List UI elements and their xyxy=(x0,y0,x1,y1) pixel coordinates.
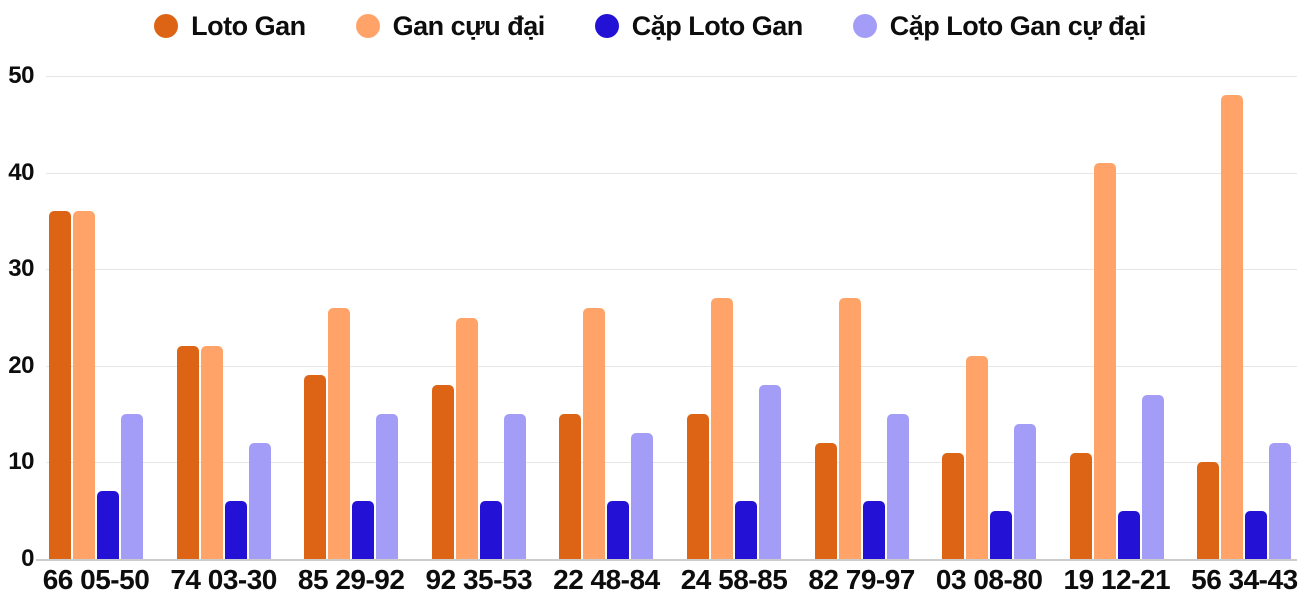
x-tick-label: 66 05-50 xyxy=(42,564,150,595)
bar-group xyxy=(176,346,271,559)
bar-loto-gan[interactable] xyxy=(431,385,454,559)
bar-cap-loto-gan-cu-dai[interactable] xyxy=(1014,423,1037,559)
bar-cap-loto-gan[interactable] xyxy=(1245,510,1268,559)
x-axis-line xyxy=(36,559,1297,561)
bar-cap-loto-gan-cu-dai[interactable] xyxy=(121,414,143,559)
bar-group xyxy=(942,356,1037,559)
bar-cap-loto-gan[interactable] xyxy=(352,501,375,559)
y-tick-label: 20 xyxy=(8,351,34,379)
bar-gan-cuu-dai[interactable] xyxy=(583,307,606,559)
gridline xyxy=(46,76,1297,77)
bar-group xyxy=(304,307,399,559)
x-tick-label: 19 12-21 xyxy=(1063,564,1171,595)
x-tick-label: 74 03-30 xyxy=(170,564,277,595)
bar-loto-gan[interactable] xyxy=(942,452,965,559)
bar-cap-loto-gan[interactable] xyxy=(97,491,119,559)
chart-legend: Loto Gan Gan cựu đại Cặp Loto Gan Cặp Loto … xyxy=(0,6,1300,46)
bar-loto-gan[interactable] xyxy=(559,414,582,559)
bar-cap-loto-gan-cu-dai[interactable] xyxy=(376,414,399,559)
bar-cap-loto-gan-cu-dai[interactable] xyxy=(886,414,909,559)
bar-cap-loto-gan[interactable] xyxy=(224,501,247,559)
bar-gan-cuu-dai[interactable] xyxy=(1221,95,1244,559)
bar-cap-loto-gan[interactable] xyxy=(1117,510,1140,559)
gridline xyxy=(46,172,1297,174)
legend-item-loto-gan[interactable]: Loto Gan xyxy=(154,10,306,42)
bar-cap-loto-gan-cu-dai[interactable] xyxy=(1269,443,1292,559)
bar-cap-loto-gan-cu-dai[interactable] xyxy=(503,414,526,559)
bar-gan-cuu-dai[interactable] xyxy=(328,307,351,559)
bar-loto-gan[interactable] xyxy=(49,211,71,559)
bar-group xyxy=(49,211,143,559)
y-tick-label: 0 xyxy=(21,545,34,572)
x-tick-label: 22 48-84 xyxy=(553,564,660,595)
bar-loto-gan[interactable] xyxy=(1069,452,1092,559)
bar-cap-loto-gan[interactable] xyxy=(862,501,885,559)
bar-cap-loto-gan[interactable] xyxy=(607,501,630,559)
legend-label: Cặp Loto Gan cự đại xyxy=(889,10,1147,41)
x-tick-label: 56 34-43 xyxy=(1191,564,1298,595)
x-tick-label: 92 35-53 xyxy=(425,564,533,595)
legend-label: Gan cựu đại xyxy=(392,10,546,41)
bar-gan-cuu-dai[interactable] xyxy=(1093,162,1116,559)
bar-gan-cuu-dai[interactable] xyxy=(966,356,989,559)
bar-loto-gan[interactable] xyxy=(687,414,709,559)
legend-label: Loto Gan xyxy=(191,10,306,41)
legend-item-gan-cuu-dai[interactable]: Gan cựu đại xyxy=(355,10,546,42)
legend-item-cap-loto-gan-cu-dai[interactable]: Cặp Loto Gan cự đại xyxy=(852,10,1147,42)
legend-item-cap-loto-gan[interactable]: Cặp Loto Gan xyxy=(594,10,804,42)
x-tick-label: 82 79-97 xyxy=(808,564,915,595)
legend-swatch-loto-gan xyxy=(154,14,179,38)
bar-gan-cuu-dai[interactable] xyxy=(200,346,223,559)
bar-gan-cuu-dai[interactable] xyxy=(73,211,95,559)
bar-cap-loto-gan[interactable] xyxy=(990,510,1013,559)
gridline xyxy=(46,269,1297,271)
bar-loto-gan[interactable] xyxy=(1197,462,1220,559)
bar-cap-loto-gan-cu-dai[interactable] xyxy=(248,443,271,559)
bar-group xyxy=(1197,95,1292,559)
bar-cap-loto-gan-cu-dai[interactable] xyxy=(631,433,654,559)
bar-group xyxy=(559,307,654,559)
legend-swatch-cap-loto-gan-cu-dai xyxy=(852,14,877,38)
bar-group xyxy=(814,298,909,559)
bar-gan-cuu-dai[interactable] xyxy=(711,298,733,559)
bar-cap-loto-gan-cu-dai[interactable] xyxy=(1141,394,1164,559)
legend-label: Cặp Loto Gan xyxy=(631,10,804,41)
bar-group xyxy=(431,317,526,559)
y-tick-label: 30 xyxy=(8,255,34,283)
gridline xyxy=(46,365,1297,367)
x-tick-label: 03 08-80 xyxy=(935,564,1043,595)
y-tick-label: 10 xyxy=(8,448,34,476)
bar-cap-loto-gan[interactable] xyxy=(479,501,502,559)
bar-loto-gan[interactable] xyxy=(176,346,199,559)
gridline xyxy=(46,462,1297,464)
bar-loto-gan[interactable] xyxy=(304,375,327,559)
y-tick-label: 50 xyxy=(8,62,34,89)
bar-group xyxy=(1069,162,1164,559)
bar-group xyxy=(687,298,781,559)
bar-gan-cuu-dai[interactable] xyxy=(455,317,478,559)
x-tick-label: 85 29-92 xyxy=(297,564,405,595)
legend-swatch-gan-cuu-dai xyxy=(355,14,380,38)
bar-loto-gan[interactable] xyxy=(814,443,837,559)
bar-gan-cuu-dai[interactable] xyxy=(838,298,861,559)
y-tick-label: 40 xyxy=(8,158,34,186)
bar-cap-loto-gan-cu-dai[interactable] xyxy=(759,385,781,559)
bar-cap-loto-gan[interactable] xyxy=(735,501,757,559)
legend-swatch-cap-loto-gan xyxy=(594,14,619,38)
x-tick-label: 24 58-85 xyxy=(680,564,788,595)
